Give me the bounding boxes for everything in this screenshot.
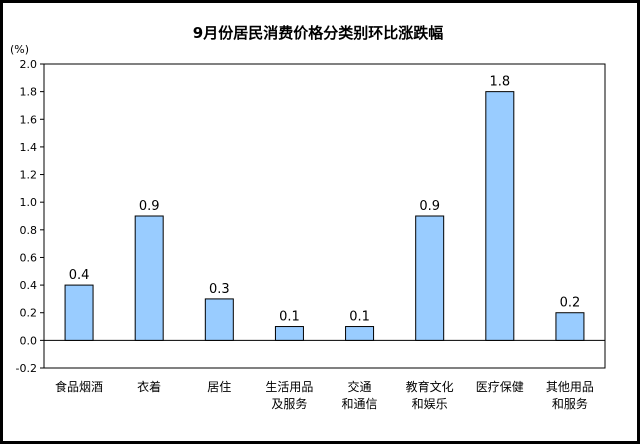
y-tick-label: 2.0 [20,58,38,71]
data-label: 0.9 [139,199,160,214]
category-label: 交通 [348,379,372,394]
data-label: 0.9 [419,199,440,214]
y-tick-label: 1.2 [20,169,38,182]
plot-area [43,63,606,369]
category-label: 其他用品 [546,380,594,394]
bar [64,284,94,341]
category-label: 食品烟酒 [55,379,103,394]
y-tick-label: 1.0 [20,196,38,209]
chart-title: 9月份居民消费价格分类别环比涨跌幅 [193,24,443,42]
data-label: 0.3 [209,282,230,297]
data-label: 0.1 [279,310,300,325]
data-label: 1.8 [489,75,510,90]
category-label: 居住 [207,380,231,394]
y-tick-label: 0.0 [20,334,38,347]
bar [345,326,375,341]
bar [204,298,234,341]
y-tick-label: 0.4 [20,279,38,292]
data-label: 0.4 [69,268,90,283]
y-tick-label: 0.2 [20,307,38,320]
data-label: 0.1 [349,310,370,325]
bar [485,91,515,341]
y-tick-label: 1.4 [20,141,38,154]
y-tick-label: 0.6 [20,251,38,264]
y-axis-unit: (%) [10,43,29,56]
category-label: 衣着 [137,379,161,394]
category-label: 医疗保健 [476,380,524,394]
bars [64,91,585,341]
category-label: 和服务 [552,396,588,411]
bar [134,215,164,341]
category-label: 和通信 [342,397,378,411]
bar [555,312,585,341]
bar [415,215,445,341]
category-label: 教育文化 [406,379,454,394]
y-tick-label: 1.8 [20,86,38,99]
data-label: 0.2 [560,296,581,311]
category-label: 和娱乐 [412,397,448,411]
category-label: 生活用品 [265,380,313,394]
bar [274,326,304,341]
y-tick-label: -0.2 [16,362,37,375]
data-labels: 0.4 0.9 0.3 0.1 0.1 0.9 1.8 0.2 [69,75,581,325]
y-tick-label: 1.6 [20,113,38,126]
y-tick-label: 0.8 [20,224,38,237]
category-label: 及服务 [271,396,307,411]
